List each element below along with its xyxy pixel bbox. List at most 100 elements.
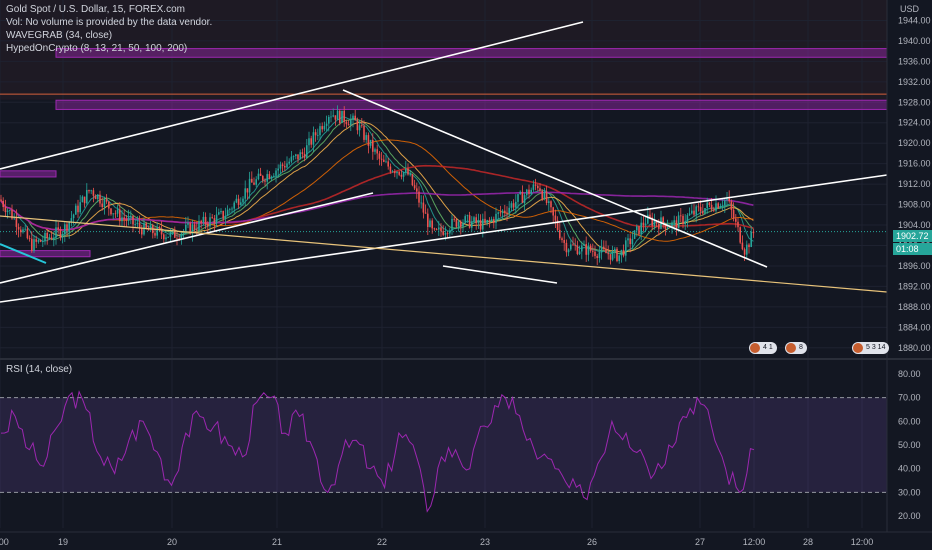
y-tick-label: 1936.00 (898, 56, 931, 66)
candle-body (180, 233, 183, 239)
candle-body (548, 201, 550, 204)
candle-body (240, 202, 242, 205)
x-tick-label: 27 (695, 537, 705, 547)
candle-body (504, 210, 506, 213)
candle-body (572, 244, 574, 246)
zones (0, 48, 888, 258)
candle-body (376, 149, 378, 154)
candle-body (741, 242, 744, 250)
candle-body (620, 249, 623, 256)
candle-body (658, 223, 660, 229)
candle-body (726, 198, 728, 201)
candle-body (13, 217, 15, 219)
rsi-y-tick-label: 40.00 (898, 464, 921, 474)
rising-trendline (0, 174, 888, 303)
candle-body (400, 174, 403, 177)
resistance-shade (0, 0, 887, 100)
candle-body (640, 222, 642, 235)
candle-body (396, 171, 398, 174)
candle-body (578, 251, 581, 255)
candle-body (693, 210, 695, 215)
candle-body (490, 219, 493, 221)
candle-body (721, 205, 724, 207)
candle-body (493, 219, 495, 224)
candle-body (609, 254, 612, 260)
event-badge-1[interactable]: 4 1 (749, 342, 777, 354)
candle-body (389, 166, 392, 172)
candle-body (715, 203, 717, 211)
candle-body (149, 225, 152, 231)
candle-body (207, 224, 209, 227)
candle-body (585, 244, 587, 255)
candle-body (286, 163, 288, 168)
candle-body (618, 255, 620, 262)
candle-body (191, 224, 194, 234)
candle-body (312, 132, 315, 145)
candle-body (589, 245, 592, 251)
x-tick-label: 23 (480, 537, 490, 547)
candle-body (471, 221, 473, 228)
candle-body (42, 241, 44, 242)
candle-body (675, 220, 678, 229)
event-badge-2[interactable]: 8 (785, 342, 807, 354)
yellow-trendline (0, 215, 888, 293)
candle-body (631, 238, 634, 245)
candle-body (570, 244, 572, 250)
candle-body (365, 135, 367, 140)
candle-body (22, 229, 24, 233)
candle-body (680, 215, 682, 217)
indicator-wavegrab[interactable]: WAVEGRAB (34, close) (6, 30, 113, 41)
candle-body (367, 135, 370, 146)
candle-body (530, 189, 532, 195)
candle-body (523, 195, 526, 203)
candle-body (130, 215, 132, 218)
candle-body (717, 203, 719, 209)
candle-body (156, 227, 158, 236)
candle-body (321, 126, 323, 130)
candle-body (735, 218, 737, 222)
candle-body (259, 173, 262, 176)
y-tick-label: 1916.00 (898, 159, 931, 169)
candle-body (607, 253, 609, 255)
candle-body (341, 110, 343, 123)
candle-body (704, 208, 706, 214)
candle-body (2, 200, 4, 208)
candle-body (35, 239, 37, 242)
legend: Gold Spot / U.S. Dollar, 15, FOREX.com V… (6, 3, 212, 55)
event-badge-1-label: 4 1 (763, 344, 773, 351)
candle-body (105, 199, 108, 202)
candle-body (215, 214, 218, 224)
candle-body (732, 209, 735, 219)
candle-body (350, 119, 352, 126)
candle-body (237, 198, 240, 205)
x-tick-label: 21 (272, 537, 282, 547)
candle-body (468, 215, 471, 228)
candle-body (281, 164, 284, 166)
candle-body (176, 237, 178, 239)
candle-body (391, 171, 394, 173)
candle-body (46, 232, 48, 238)
rsi-legend[interactable]: RSI (14, close) (6, 364, 73, 375)
candle-body (72, 214, 75, 219)
candle-body (163, 234, 165, 240)
trendlines (0, 21, 888, 303)
candle-body (479, 220, 482, 230)
candle-body (420, 202, 422, 204)
y-tick-label: 1944.00 (898, 15, 931, 25)
candle-body (464, 216, 466, 223)
candle-body (75, 205, 77, 215)
candle-body (123, 217, 125, 220)
candle-body (719, 206, 722, 209)
candle-body (603, 246, 605, 249)
candle-body (488, 219, 491, 221)
candle-body (242, 198, 244, 203)
candle-body (374, 149, 376, 152)
candle-body (748, 244, 750, 248)
y-tick-label: 1920.00 (898, 138, 931, 148)
candle-body (66, 224, 68, 231)
symbol-title[interactable]: Gold Spot / U.S. Dollar, 15, FOREX.com (6, 4, 185, 15)
candle-body (299, 152, 301, 160)
event-badge-3[interactable]: 5 3 14 (852, 342, 890, 354)
indicator-hypedoncrypto[interactable]: HypedOnCrypto (8, 13, 21, 50, 100, 200) (6, 43, 188, 54)
